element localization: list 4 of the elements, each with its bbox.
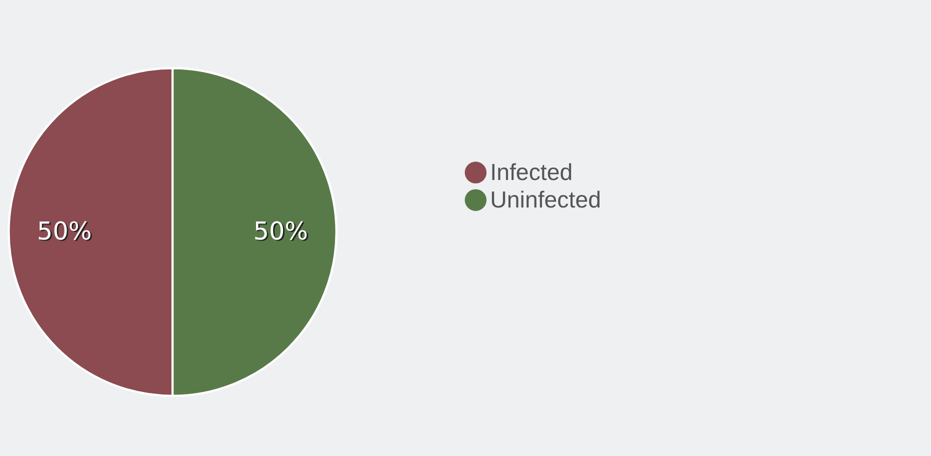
data-label: 50% xyxy=(254,218,310,247)
legend-label: Uninfected xyxy=(490,186,602,212)
legend-label: Infected xyxy=(490,158,573,185)
data-label: 50% xyxy=(38,218,94,247)
